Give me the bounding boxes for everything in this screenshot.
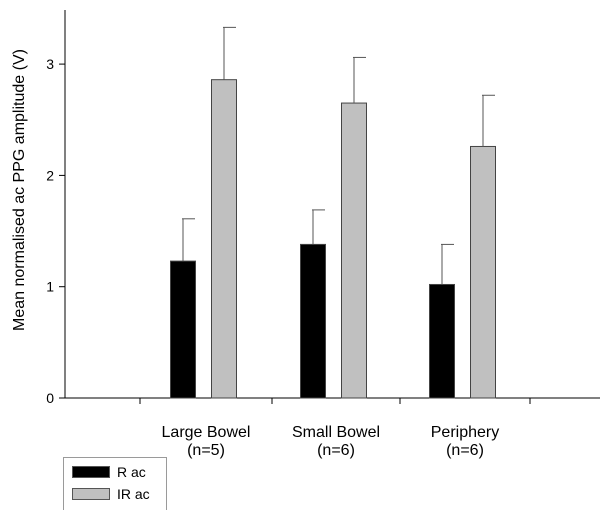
bar-ir-ac [341, 102, 367, 399]
x-tick-label: Small Bowel [292, 424, 380, 441]
y-tick-label: 3 [46, 56, 54, 72]
x-tick-label: (n=6) [317, 442, 355, 459]
bar-r-ac [170, 260, 196, 399]
bar-ir-ac [211, 79, 237, 399]
x-tick-label: Large Bowel [162, 424, 251, 441]
legend-swatch-r-ac [72, 466, 110, 478]
bar-ir-ac [470, 145, 496, 399]
legend-item-r-ac: R ac [72, 464, 146, 480]
x-tick-label: (n=5) [187, 442, 225, 459]
legend-label-r-ac: R ac [117, 464, 146, 480]
y-tick-label: 0 [46, 390, 54, 406]
y-tick-label: 2 [46, 167, 54, 183]
x-tick-label: (n=6) [446, 442, 484, 459]
legend-swatch-ir-ac [72, 488, 110, 500]
legend-label-ir-ac: IR ac [117, 486, 150, 502]
bar-r-ac [429, 283, 455, 399]
bar-r-ac [300, 243, 326, 399]
legend: R ac IR ac [63, 457, 167, 510]
legend-item-ir-ac: IR ac [72, 486, 150, 502]
y-tick-label: 1 [46, 279, 54, 295]
y-axis-label: Mean normalised ac PPG amplitude (V) [11, 49, 28, 331]
x-tick-label: Periphery [431, 424, 499, 441]
